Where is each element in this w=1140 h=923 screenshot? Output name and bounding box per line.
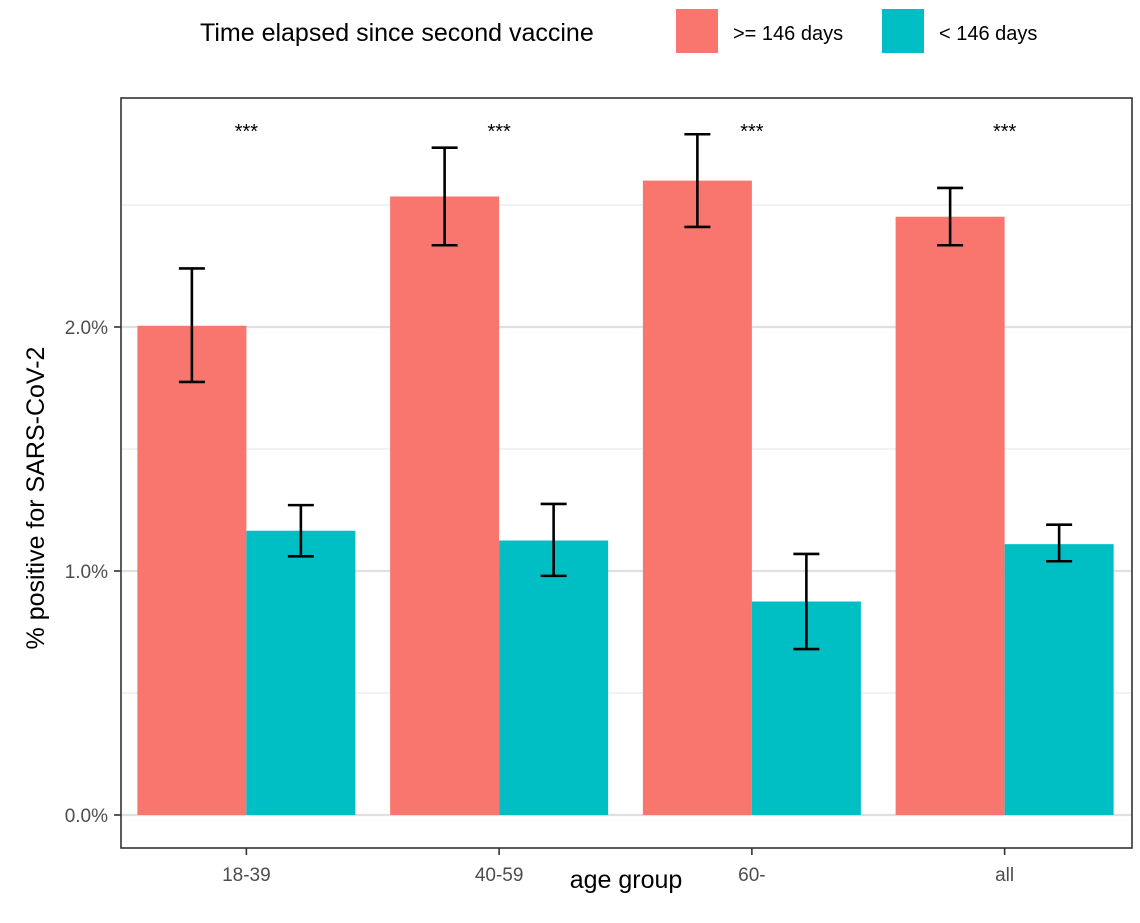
significance-annotations: *** *** *** *** xyxy=(235,121,1017,143)
error-bars xyxy=(178,132,1073,651)
x-axis: 18-39 40-59 60- all xyxy=(222,848,1014,886)
legend-label-over-146: >= 146 days xyxy=(733,23,843,45)
bar-18-39-under-146 xyxy=(246,530,356,815)
y-tick-label: 2.0% xyxy=(65,318,108,339)
error-bar-60--under-146 xyxy=(793,552,820,651)
plot-panel-border xyxy=(120,97,1133,849)
significance-label: *** xyxy=(993,121,1017,143)
error-bar-all-under-146 xyxy=(1046,523,1073,563)
bar-18-39-over-146 xyxy=(137,325,247,815)
legend-swatch-over-146 xyxy=(676,9,718,53)
x-tick-label: 18-39 xyxy=(222,865,271,886)
legend-label-under-146: < 146 days xyxy=(939,23,1037,45)
x-tick-label: 60- xyxy=(738,865,765,886)
error-bar-18-39-over-146 xyxy=(178,267,205,384)
bar-60--over-146 xyxy=(642,180,752,816)
error-bar-60--over-146 xyxy=(684,132,711,229)
error-bar-18-39-under-146 xyxy=(287,503,314,558)
legend: Time elapsed since second vaccine >= 146… xyxy=(200,9,1037,53)
significance-label: *** xyxy=(235,121,259,143)
bar-all-under-146 xyxy=(1004,544,1114,815)
significance-label: *** xyxy=(740,121,764,143)
y-tick-label: 1.0% xyxy=(65,562,108,583)
bar-40-59-over-146 xyxy=(390,196,500,815)
bars xyxy=(137,180,1114,816)
bar-40-59-under-146 xyxy=(499,540,609,815)
x-tick-label: 40-59 xyxy=(475,865,524,886)
bar-all-over-146 xyxy=(895,216,1005,815)
x-tick-label: all xyxy=(995,865,1014,886)
x-axis-title: age group xyxy=(570,866,683,894)
error-bar-40-59-over-146 xyxy=(431,146,458,247)
error-bar-all-over-146 xyxy=(937,186,964,247)
legend-title: Time elapsed since second vaccine xyxy=(200,19,594,47)
y-axis: 0.0% 1.0% 2.0% xyxy=(65,318,121,827)
error-bar-40-59-under-146 xyxy=(540,502,567,578)
significance-label: *** xyxy=(487,121,511,143)
y-tick-label: 0.0% xyxy=(65,806,108,827)
y-axis-title: % positive for SARS-CoV-2 xyxy=(22,347,50,650)
legend-swatch-under-146 xyxy=(882,9,924,53)
